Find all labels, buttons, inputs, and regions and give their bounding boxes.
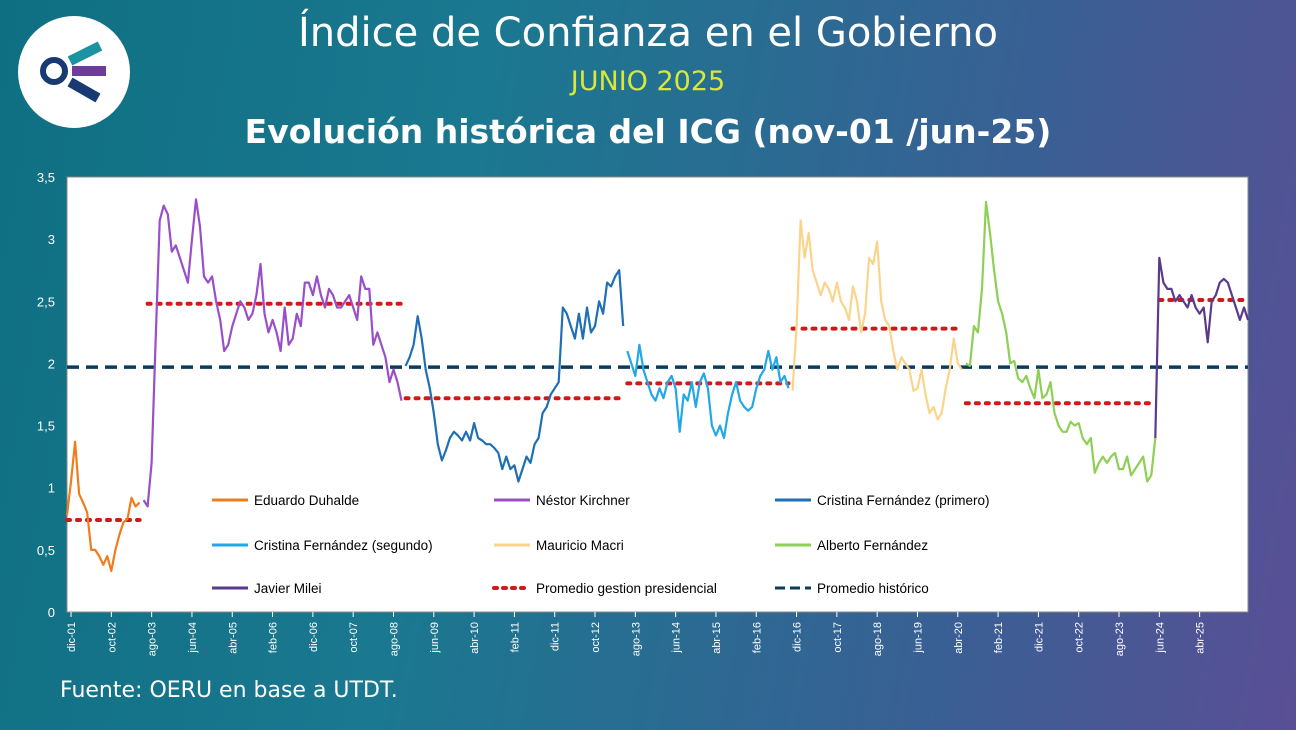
x-tick-label: abr-15 [711,622,723,654]
y-tick-label: 3,5 [37,170,55,185]
legend-label: Promedio histórico [817,581,929,596]
legend-label: Javier Milei [254,581,322,596]
x-tick-label: ago-23 [1114,622,1126,656]
series-line-duhalde [65,440,141,573]
legend-label: Eduardo Duhalde [254,493,359,508]
y-tick-label: 1,5 [37,419,55,434]
y-tick-label: 2,5 [37,294,55,309]
x-tick-label: dic-06 [308,622,320,652]
x-tick-label: dic-01 [66,622,78,652]
x-tick-label: abr-25 [1195,622,1207,654]
legend-label: Néstor Kirchner [536,493,630,508]
x-tick-label: oct-02 [106,622,118,653]
series-line-macri [791,219,963,421]
x-tick-label: oct-17 [832,622,844,653]
y-tick-label: 0,5 [37,543,55,558]
y-tick-label: 1 [48,481,55,496]
x-tick-label: ago-08 [388,622,400,656]
series-line-afernandez [965,200,1157,483]
legend-label: Promedio gestion presidencial [536,581,717,596]
x-tick-label: ago-18 [872,622,884,656]
legend-label: Cristina Fernández (primero) [817,493,990,508]
x-tick-label: ago-03 [147,622,159,656]
source-note: Fuente: OERU en base a UTDT. [60,678,398,703]
x-tick-label: feb-11 [509,622,521,652]
x-tick-label: feb-16 [751,622,763,653]
page-title: Índice de Confianza en el Gobierno [298,10,998,56]
x-tick-label: oct-12 [590,622,602,653]
period-subtitle: JUNIO 2025 [570,66,726,97]
x-tick-label: dic-11 [550,622,562,651]
x-tick-label: feb-21 [993,622,1005,653]
x-tick-label: dic-16 [792,622,804,652]
y-tick-label: 3 [48,232,55,247]
x-tick-label: jun-09 [429,622,441,654]
x-tick-label: feb-06 [268,622,280,653]
legend-label: Alberto Fernández [817,538,928,553]
logo [18,16,130,128]
series-line-milei [1154,256,1250,439]
x-tick-label: oct-07 [348,622,360,653]
x-tick-label: abr-10 [469,622,481,654]
y-tick-label: 0 [48,605,55,620]
series-line-cfk2 [626,343,790,440]
logo-mark-icon [40,41,106,103]
x-tick-label: jun-04 [187,622,199,654]
legend-label: Cristina Fernández (segundo) [254,538,433,553]
series-line-kirchner [142,198,403,508]
x-tick-label: jun-14 [671,622,683,654]
x-tick-label: abr-05 [227,622,239,654]
x-tick-label: jun-24 [1154,622,1166,654]
x-tick-label: dic-21 [1033,622,1045,652]
chart-title: Evolución histórica del ICG (nov-01 /jun… [244,112,1052,151]
x-tick-label: oct-22 [1074,622,1086,653]
x-tick-label: abr-20 [953,622,965,654]
y-tick-label: 2 [48,356,55,371]
x-tick-label: jun-19 [912,622,924,654]
icg-line-chart: 0 0,5 1 1,5 2 2,5 3 3,5 dic-01 oct-02 ago-03 jun-04… [37,170,1250,656]
x-tick-label: ago-13 [630,622,642,656]
legend-label: Mauricio Macri [536,538,624,553]
series-line-cfk1 [404,269,625,483]
